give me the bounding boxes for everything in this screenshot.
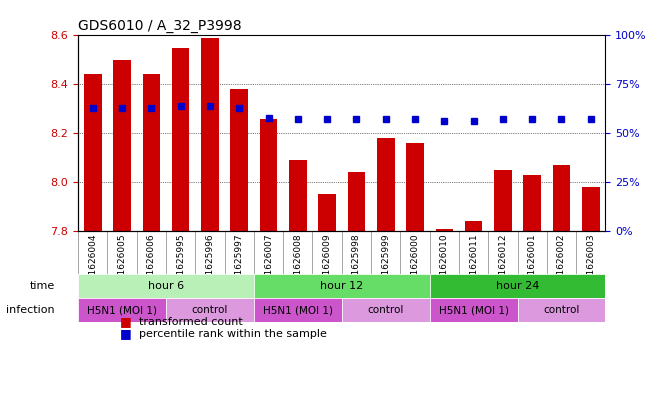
- Text: GDS6010 / A_32_P3998: GDS6010 / A_32_P3998: [78, 19, 242, 33]
- Text: control: control: [192, 305, 228, 315]
- Bar: [377, 138, 395, 231]
- Text: hour 24: hour 24: [496, 281, 539, 291]
- Text: GSM1626005: GSM1626005: [118, 233, 126, 294]
- Text: percentile rank within the sample: percentile rank within the sample: [139, 329, 327, 339]
- Text: GSM1625995: GSM1625995: [176, 233, 185, 294]
- FancyBboxPatch shape: [78, 298, 166, 322]
- FancyBboxPatch shape: [342, 298, 430, 322]
- Text: GSM1626010: GSM1626010: [440, 233, 449, 294]
- Bar: [318, 194, 336, 231]
- Text: GSM1626007: GSM1626007: [264, 233, 273, 294]
- Text: ■: ■: [120, 327, 132, 340]
- FancyBboxPatch shape: [78, 274, 254, 298]
- Text: ■: ■: [120, 315, 132, 328]
- Text: GSM1626006: GSM1626006: [147, 233, 156, 294]
- Bar: [289, 160, 307, 231]
- Text: time: time: [29, 281, 55, 291]
- Text: GSM1626004: GSM1626004: [89, 233, 97, 294]
- Bar: [84, 75, 102, 231]
- Bar: [436, 229, 453, 231]
- FancyBboxPatch shape: [166, 298, 254, 322]
- Bar: [143, 75, 160, 231]
- FancyBboxPatch shape: [254, 274, 430, 298]
- Text: GSM1625996: GSM1625996: [206, 233, 214, 294]
- Text: GSM1625997: GSM1625997: [235, 233, 243, 294]
- Bar: [348, 172, 365, 231]
- Text: H5N1 (MOI 1): H5N1 (MOI 1): [439, 305, 508, 315]
- FancyBboxPatch shape: [254, 298, 342, 322]
- Bar: [582, 187, 600, 231]
- Text: GSM1626000: GSM1626000: [411, 233, 419, 294]
- Text: H5N1 (MOI 1): H5N1 (MOI 1): [87, 305, 157, 315]
- Text: GSM1625999: GSM1625999: [381, 233, 390, 294]
- FancyBboxPatch shape: [430, 298, 518, 322]
- Text: control: control: [544, 305, 579, 315]
- Text: transformed count: transformed count: [139, 317, 243, 327]
- Text: infection: infection: [6, 305, 55, 315]
- Text: control: control: [368, 305, 404, 315]
- Bar: [465, 221, 482, 231]
- Bar: [523, 175, 541, 231]
- Text: GSM1626001: GSM1626001: [528, 233, 536, 294]
- Bar: [172, 48, 189, 231]
- FancyBboxPatch shape: [518, 298, 605, 322]
- Text: GSM1626008: GSM1626008: [294, 233, 302, 294]
- Text: hour 6: hour 6: [148, 281, 184, 291]
- Bar: [406, 143, 424, 231]
- Text: H5N1 (MOI 1): H5N1 (MOI 1): [263, 305, 333, 315]
- Text: GSM1626003: GSM1626003: [587, 233, 595, 294]
- Text: GSM1626002: GSM1626002: [557, 233, 566, 294]
- Text: GSM1626009: GSM1626009: [323, 233, 331, 294]
- Bar: [494, 170, 512, 231]
- Bar: [113, 60, 131, 231]
- Bar: [553, 165, 570, 231]
- Text: GSM1626012: GSM1626012: [499, 233, 507, 294]
- Text: GSM1625998: GSM1625998: [352, 233, 361, 294]
- Bar: [260, 119, 277, 231]
- FancyBboxPatch shape: [430, 274, 605, 298]
- Bar: [201, 38, 219, 231]
- Text: hour 12: hour 12: [320, 281, 363, 291]
- Text: GSM1626011: GSM1626011: [469, 233, 478, 294]
- Bar: [230, 89, 248, 231]
